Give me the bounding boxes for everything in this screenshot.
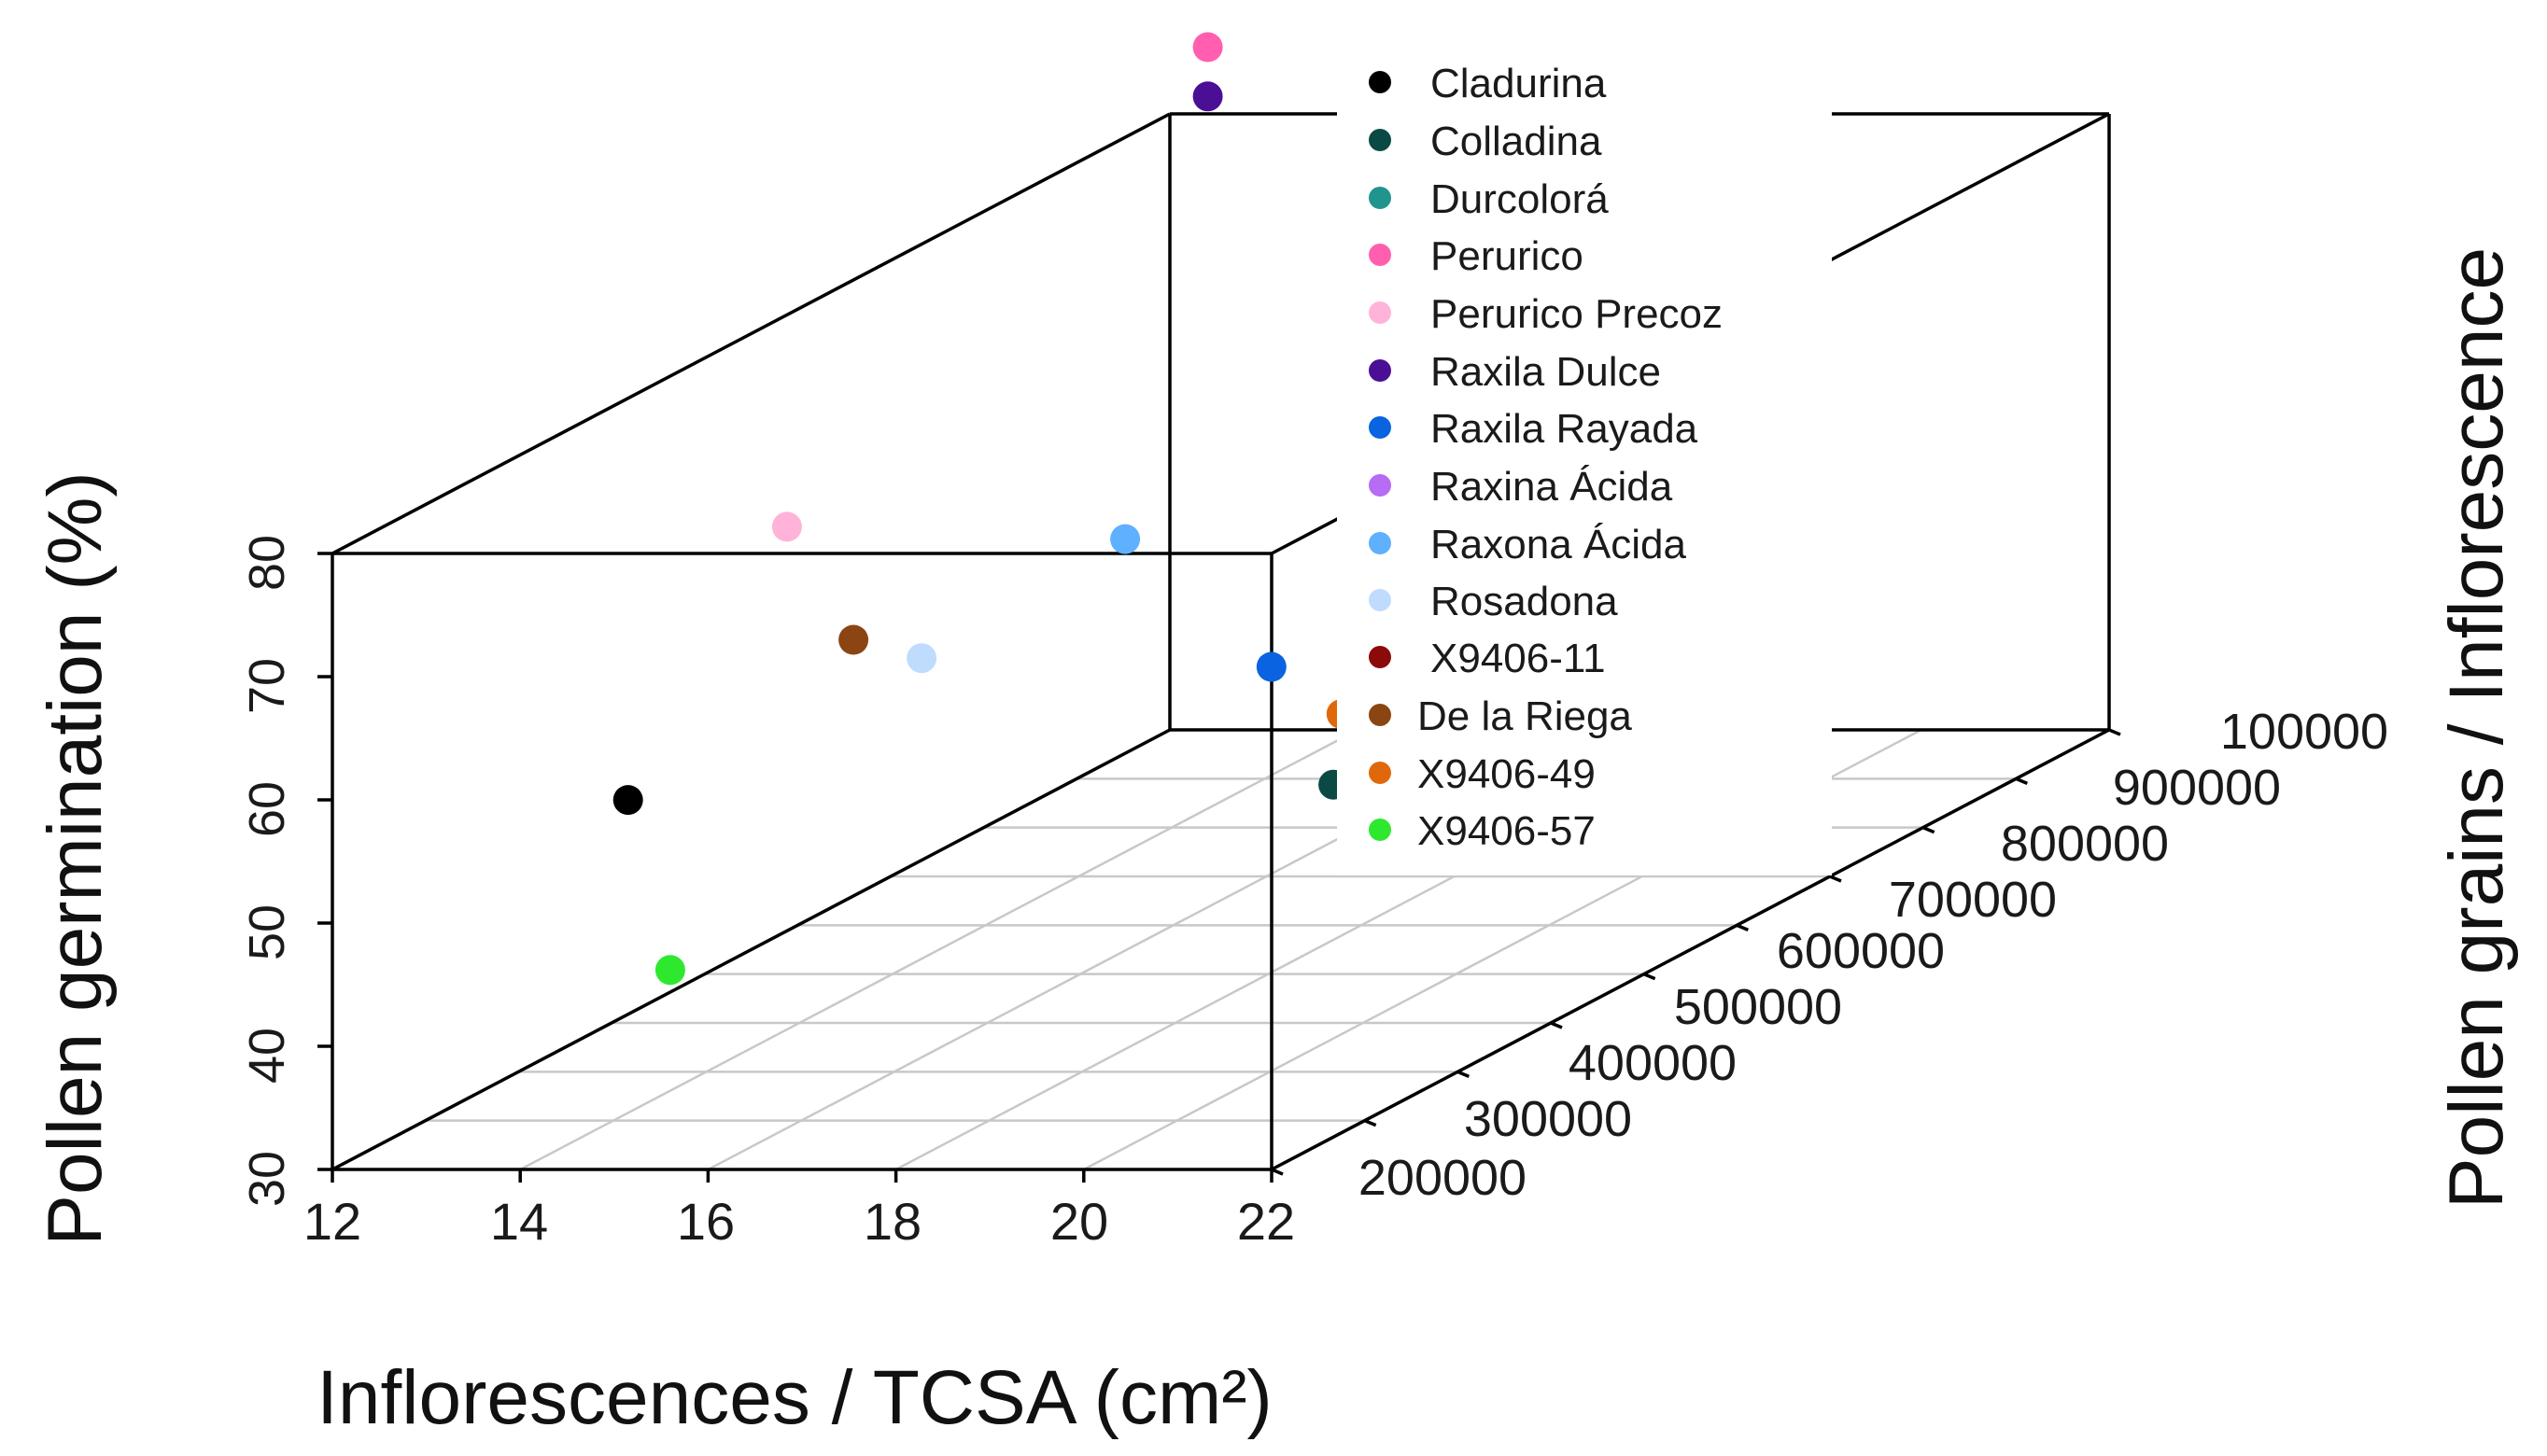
legend-background — [1337, 54, 1832, 875]
x-tick-label: 16 — [677, 1192, 735, 1251]
y-tick-label: 500000 — [1674, 979, 1842, 1035]
legend-item: Raxona Ácida — [1369, 522, 1686, 567]
tick-mark — [1271, 1168, 1284, 1176]
data-point: Perurico Precoz — [771, 511, 802, 542]
tick-mark — [1921, 826, 1935, 834]
data-point: Raxila Rayada — [1256, 651, 1287, 682]
legend-marker — [1369, 704, 1391, 726]
legend-item: Durcolorá — [1369, 176, 1609, 222]
legend-item: X9406-57 — [1369, 808, 1596, 854]
data-point: De la Riega — [838, 624, 869, 655]
legend-item: Rosadona — [1369, 579, 1618, 624]
legend-marker — [1369, 187, 1391, 209]
data-point: Rosadona — [907, 643, 937, 674]
legend-marker — [1369, 416, 1391, 439]
data-point: X9406-57 — [654, 955, 685, 986]
legend-label: Rosadona — [1430, 579, 1618, 624]
y-tick-label: 100000 — [2220, 704, 2388, 760]
box-edge — [1271, 728, 2110, 1171]
legend-label: X9406-11 — [1430, 636, 1606, 681]
tick-marks — [317, 552, 2121, 1183]
x-axis-title: Inflorescences / TCSA (cm²) — [317, 1355, 1273, 1440]
legend-item: Colladina — [1369, 119, 1602, 164]
data-point: Raxila Dulce — [1192, 81, 1223, 112]
y-tick-label: 800000 — [2001, 816, 2169, 872]
tick-mark — [1736, 923, 1750, 931]
legend-item: Perurico — [1369, 233, 1583, 279]
legend-label: Durcolorá — [1430, 176, 1609, 222]
legend-marker — [1369, 819, 1391, 841]
legend-label: Raxona Ácida — [1430, 522, 1686, 567]
legend-item: X9406-49 — [1369, 751, 1596, 797]
x-tick-label: 18 — [864, 1192, 922, 1251]
legend-label: Perurico Precoz — [1430, 291, 1723, 337]
legend-item: De la Riega — [1369, 693, 1632, 739]
legend-label: X9406-49 — [1417, 751, 1596, 797]
legend-label: Raxila Dulce — [1430, 349, 1661, 395]
tick-mark — [1829, 875, 1842, 883]
y-axis-title: Pollen grains / Inflorescence — [2434, 247, 2519, 1209]
legend-label: X9406-57 — [1417, 808, 1596, 854]
legend-item: X9406-11 — [1369, 636, 1606, 681]
tick-mark — [2015, 777, 2029, 785]
legend-marker — [1369, 589, 1391, 611]
legend-label: Cladurina — [1430, 61, 1607, 106]
data-point: Cladurina — [612, 785, 643, 816]
z-tick-label: 70 — [239, 658, 295, 714]
z-tick-labels: 30 40 50 60 70 80 — [239, 535, 295, 1207]
legend-label: Perurico — [1430, 233, 1583, 279]
y-tick-label: 300000 — [1464, 1091, 1632, 1147]
z-tick-label: 30 — [239, 1151, 295, 1207]
legend-label: Raxila Rayada — [1430, 406, 1698, 452]
legend-marker — [1369, 762, 1391, 784]
legend-marker — [1369, 532, 1391, 554]
legend-marker — [1369, 359, 1391, 382]
x-tick-label: 12 — [303, 1192, 361, 1251]
z-tick-label: 40 — [239, 1028, 295, 1084]
legend-item: Cladurina — [1369, 61, 1607, 106]
legend-marker — [1369, 244, 1391, 266]
y-tick-labels: 200000 300000 400000 500000 600000 70000… — [1358, 704, 2388, 1206]
x-tick-labels: 12 14 16 18 20 22 — [303, 1192, 1295, 1251]
x-tick-label: 14 — [490, 1192, 548, 1251]
box-edge — [331, 112, 1171, 555]
tick-mark — [1456, 1070, 1471, 1078]
legend: Cladurina Colladina Durcolorá Perurico P… — [1337, 54, 1832, 875]
legend-item: Raxila Rayada — [1369, 406, 1698, 452]
data-point: Perurico — [1192, 32, 1223, 63]
y-tick-label: 400000 — [1569, 1035, 1737, 1091]
tick-mark — [1550, 1021, 1563, 1029]
y-tick-label: 600000 — [1777, 923, 1945, 979]
y-tick-label: 700000 — [1889, 872, 2057, 928]
box-edge — [331, 728, 1171, 1171]
legend-label: De la Riega — [1417, 693, 1632, 739]
grid-line — [519, 728, 1358, 1171]
data-point: Raxona Ácida — [1110, 524, 1141, 554]
legend-marker — [1369, 646, 1391, 668]
legend-marker — [1369, 301, 1391, 324]
z-tick-label: 60 — [239, 781, 295, 837]
z-tick-label: 80 — [239, 535, 295, 591]
legend-marker — [1369, 71, 1391, 93]
x-tick-label: 22 — [1237, 1192, 1295, 1251]
tick-mark — [1642, 973, 1656, 981]
tick-mark — [2108, 728, 2121, 736]
y-tick-label: 900000 — [2113, 760, 2281, 816]
legend-marker — [1369, 129, 1391, 151]
z-tick-label: 50 — [239, 904, 295, 960]
box-frame — [331, 112, 2111, 1171]
legend-label: Colladina — [1430, 119, 1602, 164]
y-tick-label: 200000 — [1358, 1150, 1527, 1206]
legend-label: Raxina Ácida — [1430, 464, 1673, 510]
legend-marker — [1369, 474, 1391, 497]
legend-item: Raxila Dulce — [1369, 349, 1661, 395]
z-axis-title: Pollen germination (%) — [33, 471, 118, 1246]
x-tick-label: 20 — [1050, 1192, 1108, 1251]
tick-mark — [1363, 1119, 1377, 1127]
legend-item: Perurico Precoz — [1369, 291, 1723, 337]
legend-item: Raxina Ácida — [1369, 464, 1673, 510]
